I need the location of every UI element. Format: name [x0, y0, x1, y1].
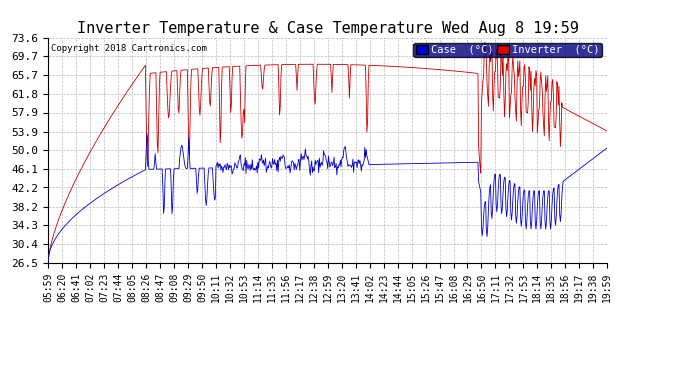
Title: Inverter Temperature & Case Temperature Wed Aug 8 19:59: Inverter Temperature & Case Temperature … [77, 21, 579, 36]
Legend: Case  (°C), Inverter  (°C): Case (°C), Inverter (°C) [413, 43, 602, 57]
Text: Copyright 2018 Cartronics.com: Copyright 2018 Cartronics.com [51, 44, 207, 53]
